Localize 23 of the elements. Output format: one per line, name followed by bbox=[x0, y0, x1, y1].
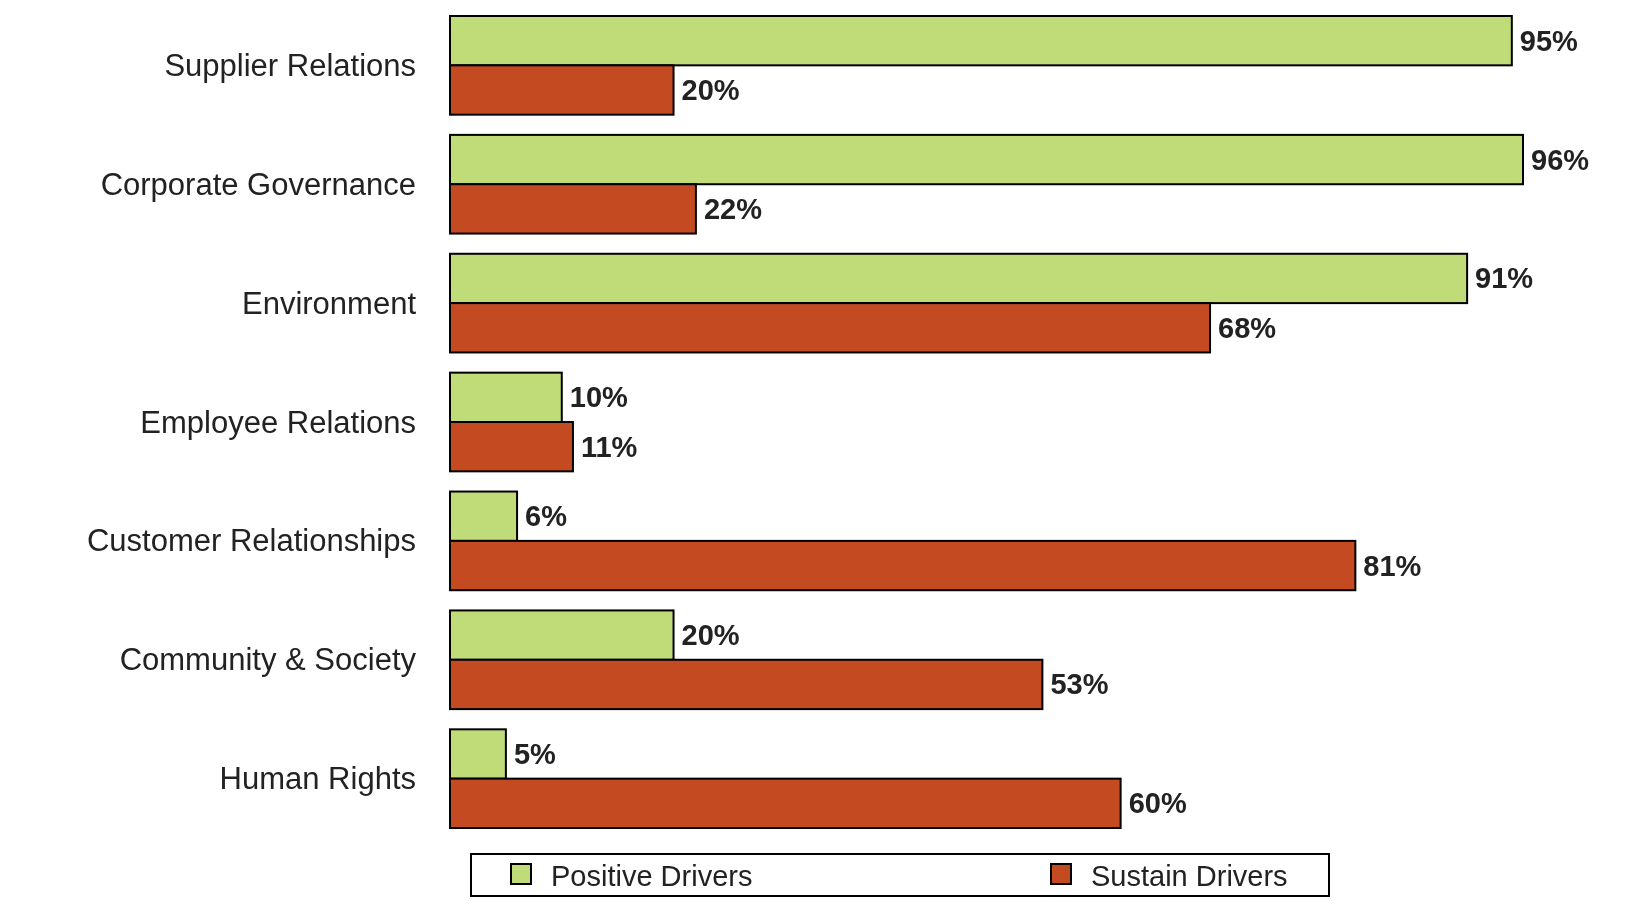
legend-label: Positive Drivers bbox=[551, 860, 753, 892]
data-label: 81% bbox=[1363, 549, 1422, 582]
data-label: 22% bbox=[703, 192, 763, 225]
data-label: 20% bbox=[681, 74, 740, 107]
data-label: 53% bbox=[1050, 668, 1109, 701]
y-tick-label: Human Rights bbox=[219, 761, 416, 797]
data-label: 96% bbox=[1531, 143, 1590, 176]
data-label: 20% bbox=[681, 619, 740, 652]
data-label: 11% bbox=[580, 430, 638, 463]
legend-label: Sustain Drivers bbox=[1091, 860, 1288, 892]
data-label: 6% bbox=[525, 500, 568, 533]
y-tick-label: Employee Relations bbox=[140, 404, 416, 440]
data-label: 10% bbox=[569, 381, 629, 414]
y-tick-label: Community & Society bbox=[119, 642, 417, 678]
y-tick-label: Supplier Relations bbox=[164, 47, 416, 83]
y-tick-label: Environment bbox=[241, 285, 417, 321]
y-tick-label: Corporate Governance bbox=[100, 166, 416, 202]
y-tick-label: Customer Relationships bbox=[86, 523, 416, 559]
data-label: 60% bbox=[1128, 787, 1187, 820]
data-label: 5% bbox=[513, 737, 557, 770]
data-label: 68% bbox=[1218, 311, 1277, 344]
data-label: 95% bbox=[1519, 24, 1579, 57]
data-label: 91% bbox=[1475, 262, 1534, 295]
